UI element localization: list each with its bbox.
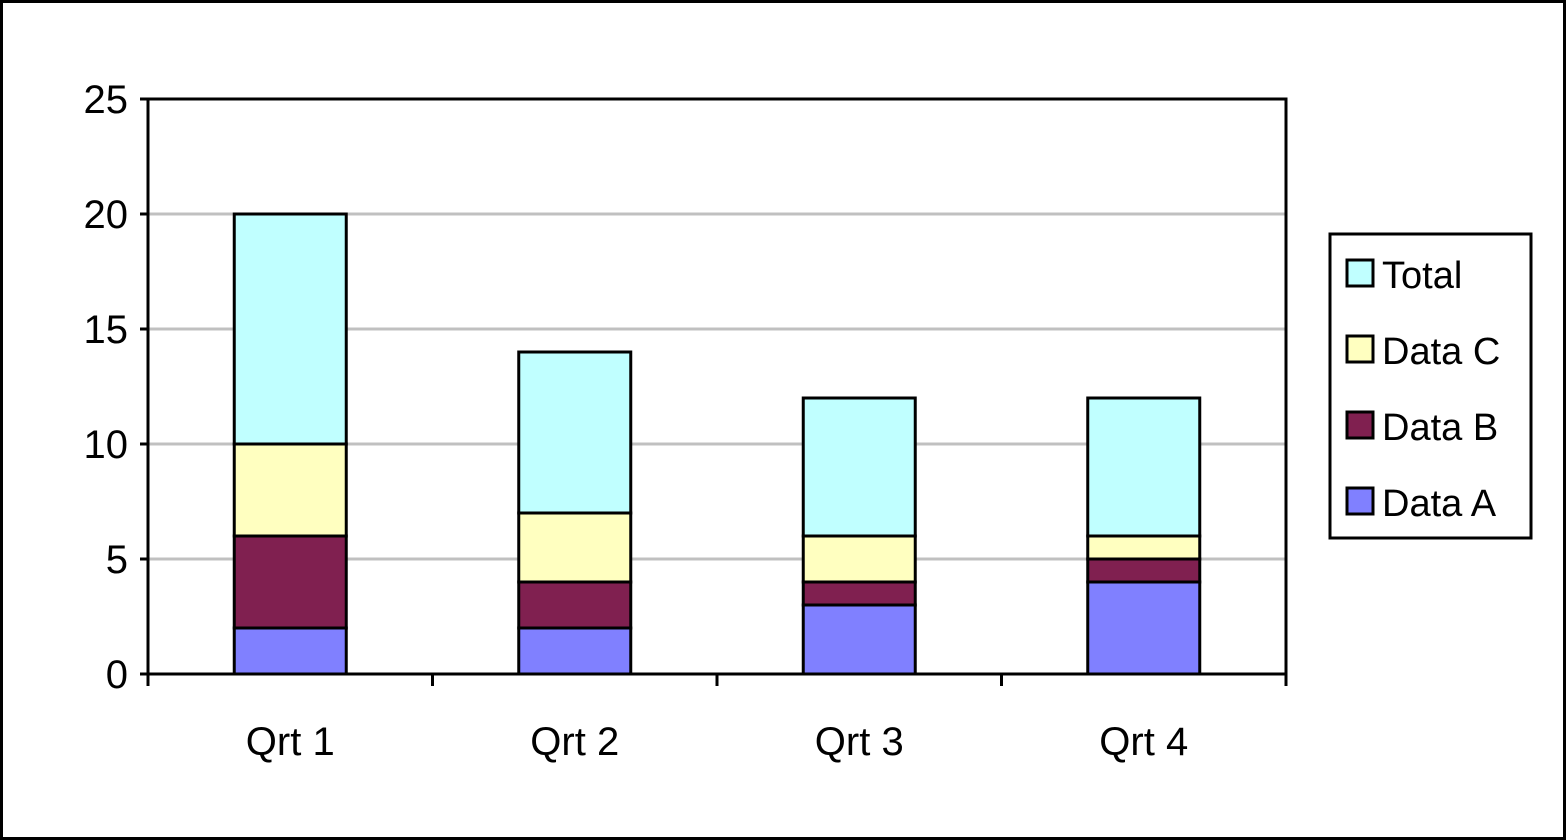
legend-label-data-c: Data C: [1382, 331, 1500, 373]
bar-segment-data-a-qrt-2: [517, 626, 633, 676]
y-tick-label: 10: [84, 423, 129, 467]
bar-segment-data-b-qrt-4: [1086, 557, 1202, 584]
bar-segment-data-c-qrt-2: [517, 511, 633, 584]
bar-segment-data-b-qrt-1: [232, 534, 348, 630]
bar-segment-data-a-qrt-4: [1086, 580, 1202, 676]
stacked-bar-chart: 0 5 10 15 20 25 Qrt 1 Qrt 2 Qrt 3 Qrt 4 Total Dat…: [84, 78, 1533, 764]
y-tick-label: 0: [106, 653, 128, 697]
bar-segment-total-qrt-3: [801, 396, 917, 538]
legend: Total Data C Data B Data A: [1328, 232, 1533, 540]
bar-segment-data-c-qrt-4: [1086, 534, 1202, 561]
y-tick-label: 5: [106, 538, 128, 582]
axes: [140, 97, 1288, 686]
legend-swatch-data-c: [1345, 334, 1375, 364]
bar-segment-data-c-qrt-1: [232, 442, 348, 538]
bar-segment-data-a-qrt-1: [232, 626, 348, 676]
y-tick-label: 20: [84, 193, 129, 237]
legend-label-total: Total: [1382, 255, 1462, 297]
bar-segment-total-qrt-1: [232, 212, 348, 446]
y-tick-label: 25: [84, 78, 129, 122]
legend-swatch-data-a: [1345, 486, 1375, 516]
legend-label-data-b: Data B: [1382, 407, 1498, 449]
bar-stacks: [232, 212, 1202, 676]
bar-segment-data-b-qrt-3: [801, 580, 917, 607]
legend-label-data-a: Data A: [1382, 483, 1497, 525]
x-tick-label: Qrt 1: [246, 720, 335, 764]
legend-swatch-total: [1345, 258, 1375, 288]
y-axis-tick-labels: 0 5 10 15 20 25: [84, 78, 129, 697]
x-axis-tick-labels: Qrt 1 Qrt 2 Qrt 3 Qrt 4: [246, 720, 1188, 764]
bar-segment-total-qrt-2: [517, 350, 633, 515]
bar-segment-total-qrt-4: [1086, 396, 1202, 538]
x-tick-label: Qrt 4: [1099, 720, 1188, 764]
bar-segment-data-a-qrt-3: [801, 603, 917, 676]
y-tick-label: 15: [84, 308, 129, 352]
bar-segment-data-b-qrt-2: [517, 580, 633, 630]
x-tick-label: Qrt 3: [815, 720, 904, 764]
legend-swatch-data-b: [1345, 410, 1375, 440]
bar-segment-data-c-qrt-3: [801, 534, 917, 584]
x-tick-label: Qrt 2: [530, 720, 619, 764]
